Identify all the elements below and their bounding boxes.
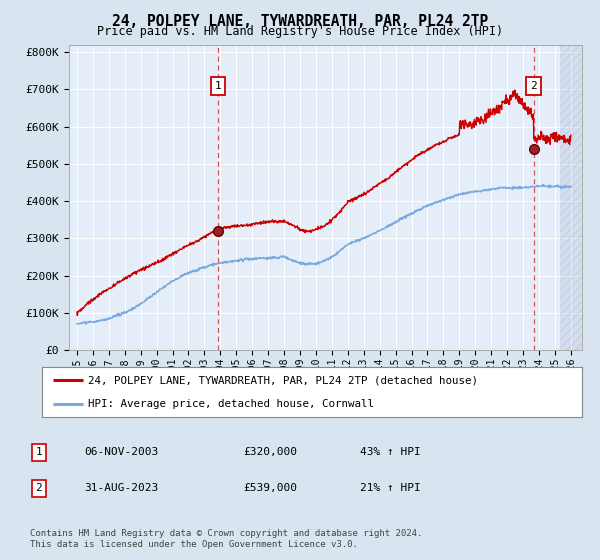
Text: 43% ↑ HPI: 43% ↑ HPI [360,447,421,458]
Text: 31-AUG-2023: 31-AUG-2023 [84,483,158,493]
Text: £539,000: £539,000 [243,483,297,493]
Text: Contains HM Land Registry data © Crown copyright and database right 2024.
This d: Contains HM Land Registry data © Crown c… [30,529,422,549]
Text: Price paid vs. HM Land Registry's House Price Index (HPI): Price paid vs. HM Land Registry's House … [97,25,503,38]
Text: 24, POLPEY LANE, TYWARDREATH, PAR, PL24 2TP (detached house): 24, POLPEY LANE, TYWARDREATH, PAR, PL24 … [88,375,478,385]
Text: 1: 1 [215,81,221,91]
Bar [560,45,587,350]
Text: 06-NOV-2003: 06-NOV-2003 [84,447,158,458]
Text: 2: 2 [530,81,537,91]
Text: HPI: Average price, detached house, Cornwall: HPI: Average price, detached house, Corn… [88,399,374,409]
Text: £320,000: £320,000 [243,447,297,458]
Text: 1: 1 [35,447,43,458]
Text: 2: 2 [35,483,43,493]
Text: 24, POLPEY LANE, TYWARDREATH, PAR, PL24 2TP: 24, POLPEY LANE, TYWARDREATH, PAR, PL24 … [112,14,488,29]
Text: 21% ↑ HPI: 21% ↑ HPI [360,483,421,493]
Bar [560,45,587,350]
